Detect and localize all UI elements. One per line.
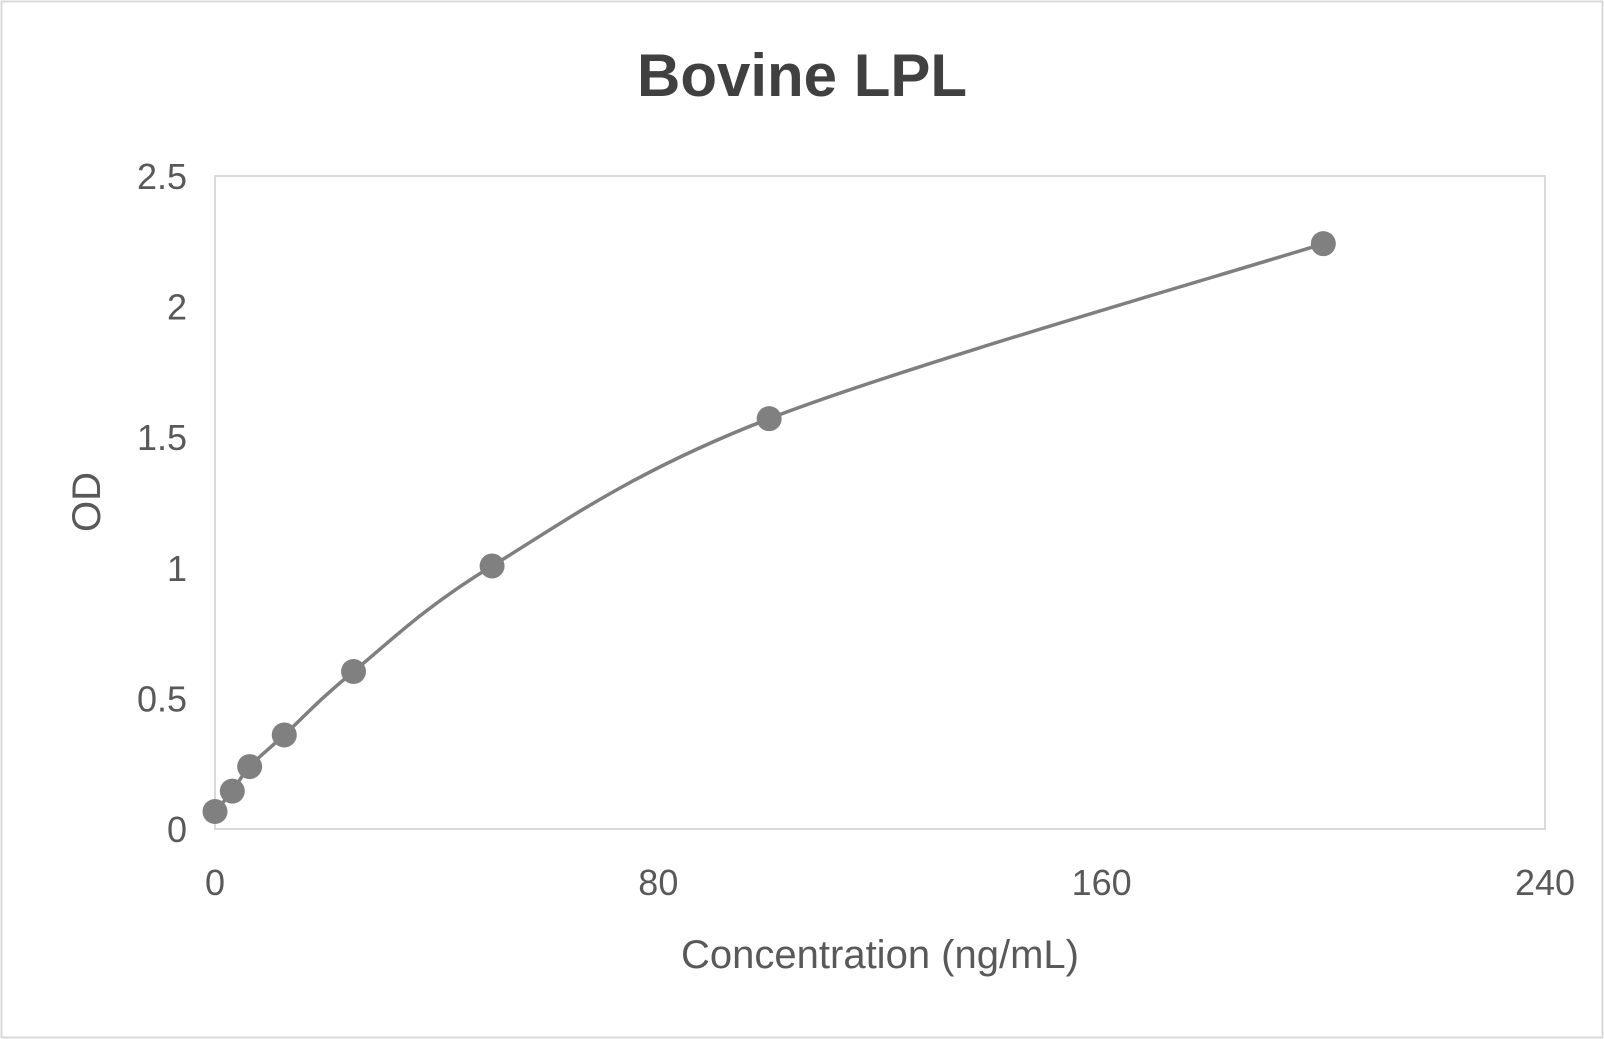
data-point bbox=[219, 778, 245, 804]
y-tick-label: 2.5 bbox=[137, 156, 187, 197]
y-axis-label: OD bbox=[65, 472, 109, 532]
data-point bbox=[341, 658, 367, 684]
y-tick-label: 1 bbox=[167, 548, 187, 589]
data-point bbox=[1310, 231, 1336, 257]
data-point bbox=[479, 553, 505, 579]
x-tick-label: 0 bbox=[205, 862, 225, 903]
chart-title: Bovine LPL bbox=[637, 42, 967, 109]
x-tick-label: 240 bbox=[1515, 862, 1575, 903]
plot-area bbox=[214, 175, 1546, 830]
series-markers bbox=[202, 231, 1336, 824]
data-point bbox=[202, 798, 228, 824]
x-axis-ticks: 0 80 160 240 bbox=[205, 862, 1575, 903]
y-tick-label: 0.5 bbox=[137, 678, 187, 719]
y-tick-label: 2 bbox=[167, 287, 187, 328]
x-axis-label: Concentration (ng/mL) bbox=[681, 933, 1079, 977]
x-tick-label: 80 bbox=[638, 862, 678, 903]
y-tick-label: 1.5 bbox=[137, 417, 187, 458]
data-point bbox=[237, 754, 263, 780]
x-tick-label: 160 bbox=[1072, 862, 1132, 903]
data-point bbox=[271, 722, 297, 748]
y-axis-ticks: 0 0.5 1 1.5 2 2.5 bbox=[137, 156, 187, 850]
y-tick-label: 0 bbox=[167, 809, 187, 850]
data-point bbox=[756, 406, 782, 432]
